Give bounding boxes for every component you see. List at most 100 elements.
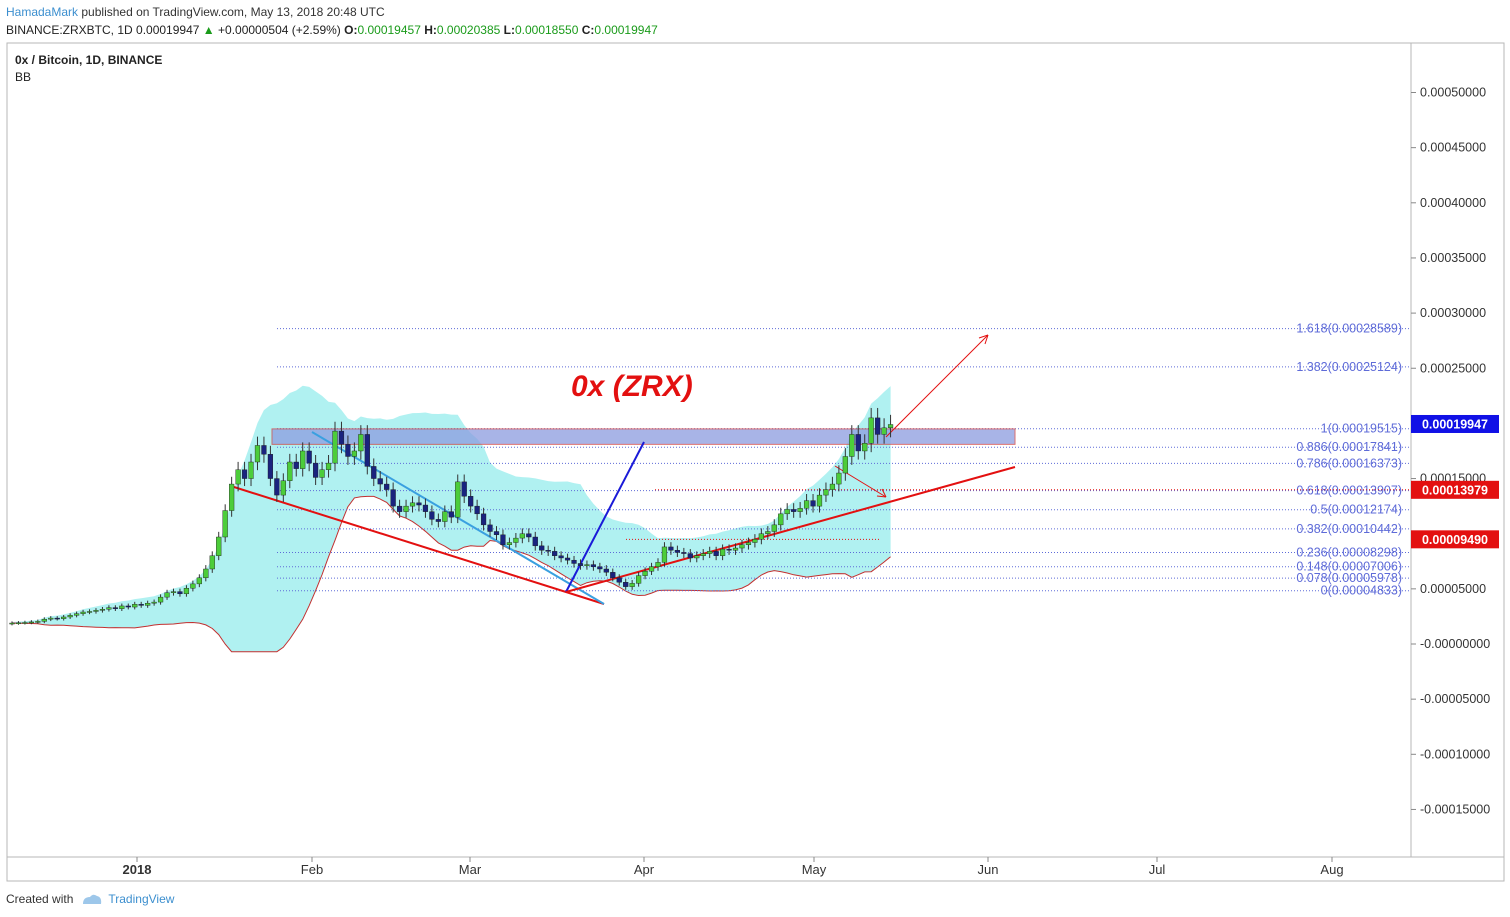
author-link[interactable]: HamadaMark	[6, 5, 79, 19]
candle-body	[125, 605, 131, 608]
candle-body	[642, 571, 648, 576]
candle-body	[668, 546, 674, 551]
candle-body	[293, 461, 299, 469]
arrow-head-icon	[876, 488, 887, 498]
candle-body	[351, 450, 357, 457]
price-tag	[1411, 414, 1499, 433]
candle-body	[810, 500, 816, 507]
candle-body	[791, 509, 797, 512]
price-change: +0.00000504 (+2.59%)	[218, 23, 341, 37]
x-tick-label: Aug	[1320, 862, 1343, 877]
price-axis[interactable]	[1410, 42, 1505, 858]
fib-level-label: 0.5(0.00012174)	[1310, 503, 1402, 517]
candle-body	[313, 462, 319, 478]
candle-body	[61, 616, 67, 619]
candle-body	[325, 462, 332, 470]
price-tag-label: 0.00009490	[1422, 533, 1488, 547]
candle-body	[545, 550, 551, 552]
candle-body	[235, 469, 241, 485]
candle-body	[209, 555, 215, 570]
candle-body	[397, 505, 403, 512]
candle-body	[803, 500, 810, 509]
candle-body	[442, 511, 448, 522]
candle-body	[797, 508, 803, 512]
candle-body	[506, 542, 513, 545]
candle-body	[93, 610, 99, 612]
tradingview-brand[interactable]: TradingView	[81, 891, 174, 907]
candle-body	[409, 502, 416, 507]
candle-body	[745, 542, 752, 545]
candle-body	[145, 602, 151, 606]
candle-body	[868, 417, 874, 444]
candle-body	[500, 534, 506, 545]
fib-level-label: 0.886(0.00017841)	[1296, 440, 1402, 454]
candle-body	[54, 617, 60, 620]
candle-body	[112, 607, 118, 609]
candle-body	[306, 450, 312, 464]
candle-body	[28, 621, 34, 624]
candle-body	[132, 604, 138, 608]
candle-body	[468, 495, 474, 507]
candle-body	[67, 615, 73, 618]
target-arrow	[885, 334, 989, 438]
chart-annotation: 0x (ZRX)	[571, 370, 693, 403]
candle-body	[9, 622, 15, 625]
candle-body	[390, 489, 396, 507]
x-tick-label: Apr	[634, 862, 655, 877]
candle-body	[216, 536, 222, 556]
candle-body	[267, 454, 274, 479]
candle-body	[590, 564, 597, 567]
candle-body	[461, 481, 467, 497]
candle-body	[448, 511, 454, 518]
candle-body	[338, 430, 345, 445]
symbol-name: BINANCE:ZRXBTC, 1D	[6, 23, 133, 37]
candle-body	[248, 461, 254, 479]
fib-level-label: 0.382(0.00010442)	[1296, 522, 1402, 536]
candle-body	[280, 480, 286, 496]
impulse-line	[565, 441, 645, 593]
candle-body	[203, 568, 209, 579]
candle-body	[170, 591, 177, 593]
candle-body	[493, 531, 500, 536]
candle-body	[157, 596, 164, 603]
candle-body	[384, 483, 390, 490]
candle-body	[151, 601, 157, 604]
candle-body	[694, 555, 700, 559]
fib-level-label: 1(0.00019515)	[1321, 422, 1402, 436]
candle-body	[119, 605, 125, 609]
fib-level-label: 0.078(0.00005978)	[1296, 571, 1402, 585]
symbol-info: BINANCE:ZRXBTC, 1D 0.00019947 ▲ +0.00000…	[6, 22, 658, 38]
candle-body	[177, 591, 183, 595]
time-axis[interactable]	[6, 856, 1505, 882]
footer: Created with TradingView	[6, 891, 174, 907]
publish-info: HamadaMark published on TradingView.com,…	[6, 4, 385, 20]
y-tick-label: 0.00035000	[1420, 251, 1486, 265]
close-label: C:	[581, 23, 595, 37]
candle-body	[15, 622, 22, 625]
candle-body	[707, 551, 713, 554]
candle-body	[539, 545, 545, 551]
candle-body	[687, 553, 693, 559]
close-value: 0.00019947	[594, 23, 658, 37]
candle-body	[435, 519, 441, 522]
uptrend-line	[565, 466, 1016, 593]
candle-body	[726, 548, 732, 551]
chart-legend-title: 0x / Bitcoin, 1D, BINANCE	[15, 53, 162, 67]
candle-body	[73, 613, 80, 616]
candle-body	[41, 618, 47, 622]
indicator-label: BB	[15, 70, 31, 84]
candle-body	[610, 572, 616, 579]
candles	[9, 407, 894, 626]
candle-body	[849, 434, 855, 457]
candle-body	[487, 524, 493, 532]
y-tick-label: -0.00005000	[1420, 692, 1490, 706]
plot-area[interactable]	[6, 42, 1412, 858]
candle-body	[358, 434, 364, 452]
candle-body	[287, 461, 293, 481]
downtrend-support-line	[233, 486, 605, 605]
candle-body	[713, 551, 719, 556]
candle-body	[345, 444, 351, 457]
candle-body	[106, 607, 112, 610]
x-tick-label: Feb	[301, 862, 323, 877]
